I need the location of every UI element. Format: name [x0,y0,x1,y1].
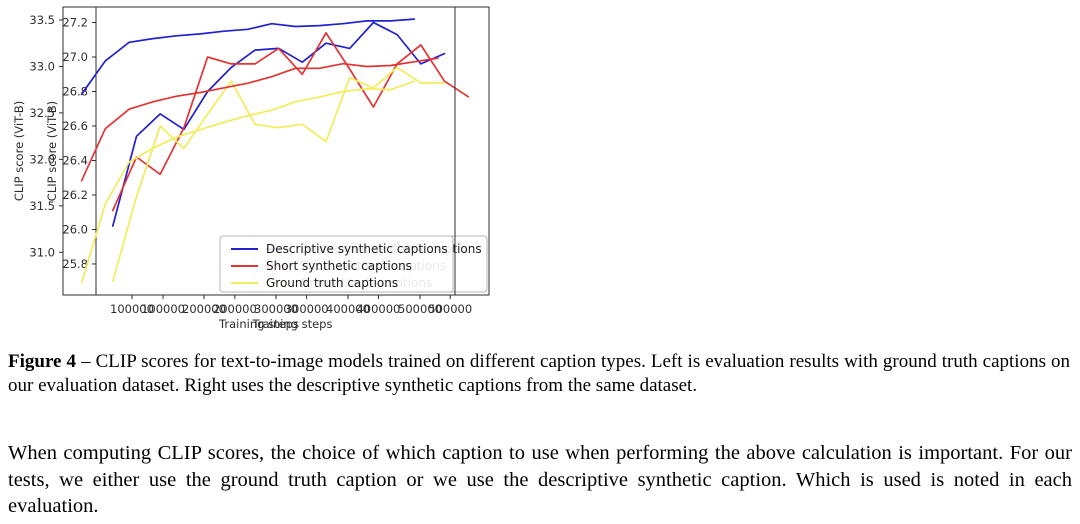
series-line-0 [80,18,416,96]
series-line-2 [80,80,416,284]
y-tick-label: 31.0 [29,245,55,259]
y-tick-label: 26.4 [62,153,88,167]
series-line-1 [111,32,470,212]
x-tick-label: 400000 [356,302,400,316]
x-tick-label: 400000 [326,302,370,316]
y-axis-label: CLIP score (ViT-B) [12,101,26,201]
y-tick-label: 26.6 [62,119,88,133]
x-tick-label: 200000 [182,302,226,316]
y-tick-label: 27.2 [62,16,88,30]
y-tick-label: 32.0 [29,152,55,166]
legend-label-1: Short synthetic captions [266,259,412,273]
y-tick-label: 33.5 [29,13,55,27]
x-tick-label: 100000 [141,302,185,316]
y-axis-label: CLIP score (ViT-B) [45,101,59,201]
series-line-1 [80,57,439,182]
legend-label-0: Descriptive synthetic captions [266,242,448,256]
x-tick-label: 300000 [285,302,329,316]
figure-caption: Figure 4 – CLIP scores for text-to-image… [8,350,1070,397]
legend-label-2: Ground truth captions [266,276,398,290]
x-axis-label: Training steps [218,317,299,331]
y-tick-label: 26.0 [62,222,88,236]
y-tick-label: 27.0 [62,50,88,64]
figure-caption-label: Figure 4 [8,351,77,372]
y-tick-label: 26.2 [62,188,88,202]
x-tick-label: 100000 [110,302,154,316]
y-tick-label: 32.5 [29,106,55,120]
legend-box [219,235,454,293]
series-line-2 [111,66,446,283]
body-paragraph: When computing CLIP scores, the choice o… [8,442,1072,517]
y-tick-label: 31.5 [29,199,55,213]
figure-caption-text: – CLIP scores for text-to-image models t… [8,351,1071,396]
x-axis-label: Training steps [252,317,333,331]
y-tick-label: 25.8 [62,257,88,271]
y-tick-label: 33.0 [29,59,55,73]
figure-4-charts: 25.8 26.0 26.2 26.4 26.6 26.8 27.0 27.2 100000 20… [12,6,490,331]
x-tick-label: 500000 [428,302,472,316]
plot-border [62,6,456,296]
x-tick-label: 300000 [254,302,298,316]
x-tick-label: 500000 [398,302,442,316]
x-tick-label: 200000 [213,302,257,316]
